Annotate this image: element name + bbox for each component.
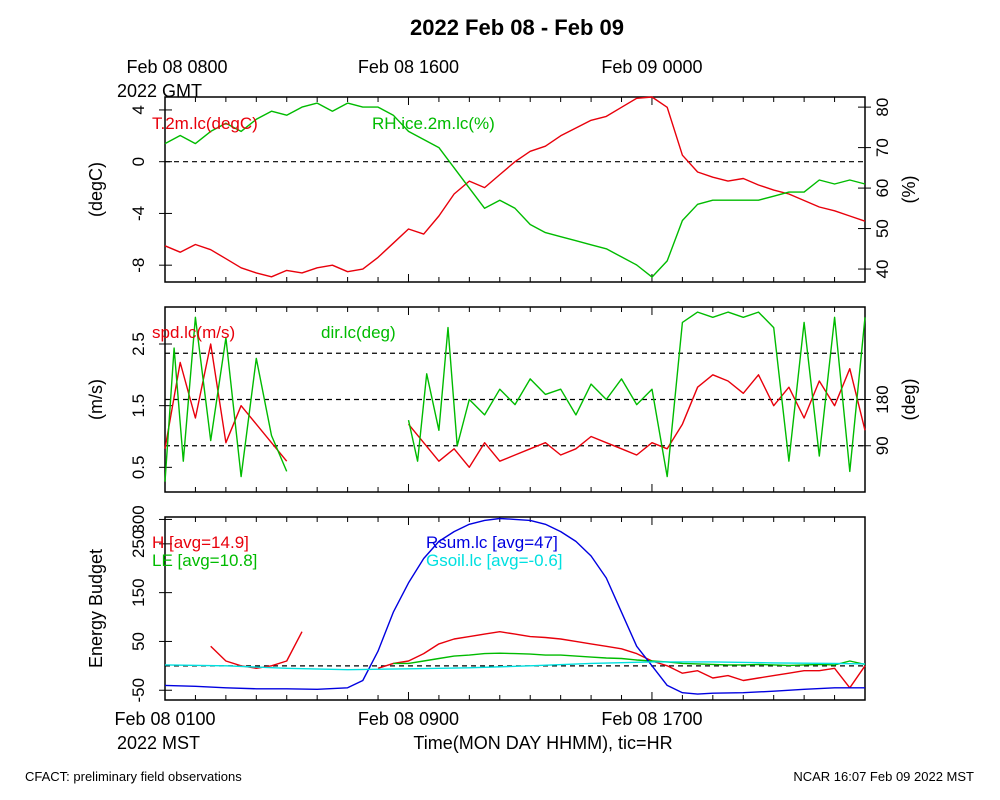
top-axis-tick-label: Feb 08 1600: [358, 57, 459, 77]
wind-series-line-1: [164, 343, 866, 468]
bottom-axis-tick-label: Feb 08 0900: [358, 709, 459, 729]
wind-series-label-2: dir.lc(deg): [321, 323, 396, 342]
energy-y-tick-label: -50: [129, 678, 148, 703]
temp_rh-series-label-2: RH.ice.2m.lc(%): [372, 114, 495, 133]
wind-y-tick-label: 2.5: [129, 332, 148, 356]
energy-y-axis-title: Energy Budget: [86, 549, 106, 668]
wind-y-axis-title: (m/s): [86, 379, 106, 420]
wind-y-tick-label: 0.5: [129, 456, 148, 480]
top-axis-tick-label: Feb 08 0800: [126, 57, 227, 77]
energy-series-line-3: [164, 517, 865, 695]
temp_rh-y-right-tick-label: 60: [873, 179, 892, 198]
wind-y-right-tick-label: 90: [873, 436, 892, 455]
temp_rh-y-right-tick-label: 50: [873, 219, 892, 238]
wind-series-line-2: [164, 311, 866, 482]
temp_rh-y-tick-label: 0: [129, 157, 148, 166]
temp_rh-y-axis-title: (degC): [86, 162, 106, 217]
wind-y-right-axis-title: (deg): [899, 378, 919, 420]
energy-y-tick-label: 150: [129, 578, 148, 606]
temp_rh-y-right-axis-title: (%): [899, 176, 919, 204]
energy-y-tick-label: 250: [129, 530, 148, 558]
temp_rh-y-tick-label: -8: [129, 258, 148, 273]
top-axis-zone: 2022 GMT: [117, 81, 202, 101]
bottom-axis-zone: 2022 MST: [117, 733, 200, 753]
temp_rh-series-label-1: T.2m.lc(degC): [152, 114, 258, 133]
energy-series-label-1: H [avg=14.9]: [152, 533, 249, 552]
wind-y-right-tick-label: 180: [873, 385, 892, 413]
temp_rh-y-right-tick-label: 70: [873, 138, 892, 157]
energy-series-label-3: Rsum.lc [avg=47]: [426, 533, 558, 552]
temp_rh-y-tick-label: -4: [129, 206, 148, 221]
energy-series-label-2: LE [avg=10.8]: [152, 551, 257, 570]
energy-series-line-4: [164, 661, 866, 671]
temp_rh-series-line-1: [164, 96, 866, 278]
energy-series-line-1: [210, 631, 866, 689]
energy-y-tick-label: 300: [129, 505, 148, 533]
footer-right: NCAR 16:07 Feb 09 2022 MST: [793, 769, 974, 784]
top-axis-tick-label: Feb 09 0000: [601, 57, 702, 77]
temp_rh-y-right-tick-label: 40: [873, 260, 892, 279]
energy-series-line-2: [393, 652, 866, 667]
energy-plot-frame: [164, 516, 866, 701]
wind-series-group: [164, 311, 866, 482]
energy-series-label-4: Gsoil.lc [avg=-0.6]: [426, 551, 563, 570]
bottom-axis-tick-label: Feb 08 1700: [601, 709, 702, 729]
temp_rh-plot-frame: [164, 96, 866, 283]
temp_rh-series-line-2: [164, 102, 866, 278]
temp_rh-y-tick-label: 4: [129, 105, 148, 114]
temp_rh-series-group: [164, 96, 866, 278]
energy-series-group: [164, 517, 866, 695]
chart-title: 2022 Feb 08 - Feb 09: [410, 15, 624, 40]
x-axis-title: Time(MON DAY HHMM), tic=HR: [413, 733, 672, 753]
wind-y-tick-label: 1.5: [129, 394, 148, 418]
bottom-axis-tick-label: Feb 08 0100: [114, 709, 215, 729]
energy-y-tick-label: 50: [129, 632, 148, 651]
temp_rh-y-right-tick-label: 80: [873, 98, 892, 117]
footer-left: CFACT: preliminary field observations: [25, 769, 242, 784]
wind-series-label-1: spd.lc(m/s): [152, 323, 235, 342]
